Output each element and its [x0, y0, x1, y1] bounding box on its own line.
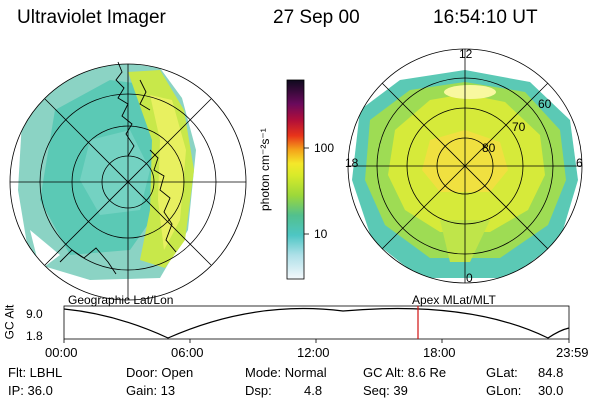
status-glat-label: GLat: [486, 365, 518, 380]
xtick-2359: 23:59 [556, 345, 589, 360]
colorbar-tick-100: 100 [314, 141, 335, 155]
status-gc-alt: GC Alt: 8.6 Re [363, 365, 447, 380]
altitude-ytick-high: 9.0 [26, 307, 43, 321]
magnetic-image [347, 48, 583, 284]
status-dsp-label: Dsp: [245, 383, 272, 398]
xtick-1800: 18:00 [423, 345, 456, 360]
mlat-label-70: 70 [512, 120, 526, 134]
mlt-label-0: 0 [466, 271, 473, 285]
altitude-curve [63, 307, 570, 339]
status-glat-value: 84.8 [538, 365, 564, 380]
magnetic-panel-label: Apex MLat/MLT [412, 293, 496, 307]
status-ip: IP: 36.0 [8, 383, 53, 398]
colorbar-unit-label: photon cm⁻²s⁻¹ [258, 128, 272, 211]
mlat-label-80: 80 [482, 141, 496, 155]
mlat-label-60: 60 [538, 97, 552, 111]
date-label: 27 Sep 00 [273, 7, 360, 28]
colorbar [286, 79, 305, 280]
altitude-ytick-low: 1.8 [26, 329, 43, 343]
status-door: Door: Open [126, 365, 194, 380]
status-seq: Seq: 39 [363, 383, 408, 398]
mlt-label-18: 18 [345, 156, 359, 170]
xtick-0000: 00:00 [45, 345, 78, 360]
status-mode: Mode: Normal [245, 365, 327, 380]
instrument-title: Ultraviolet Imager [17, 7, 166, 28]
colorbar-tick-10: 10 [314, 227, 328, 241]
altitude-plot [63, 305, 570, 343]
xtick-0600: 06:00 [171, 345, 204, 360]
altitude-ylabel: GC Alt [2, 304, 17, 340]
time-label: 16:54:10 UT [433, 7, 538, 28]
status-dsp-value: 4.8 [304, 383, 323, 398]
status-glon-label: GLon: [486, 383, 522, 398]
geographic-panel-label: Geographic Lat/Lon [68, 293, 174, 307]
mlt-label-6: 6 [576, 156, 583, 170]
status-gain: Gain: 13 [126, 383, 176, 398]
mlt-label-12: 12 [459, 47, 473, 61]
geographic-image [9, 61, 247, 301]
status-glon-value: 30.0 [538, 383, 564, 398]
xtick-1200: 12:00 [297, 345, 330, 360]
status-flt: Flt: LBHL [8, 365, 63, 380]
